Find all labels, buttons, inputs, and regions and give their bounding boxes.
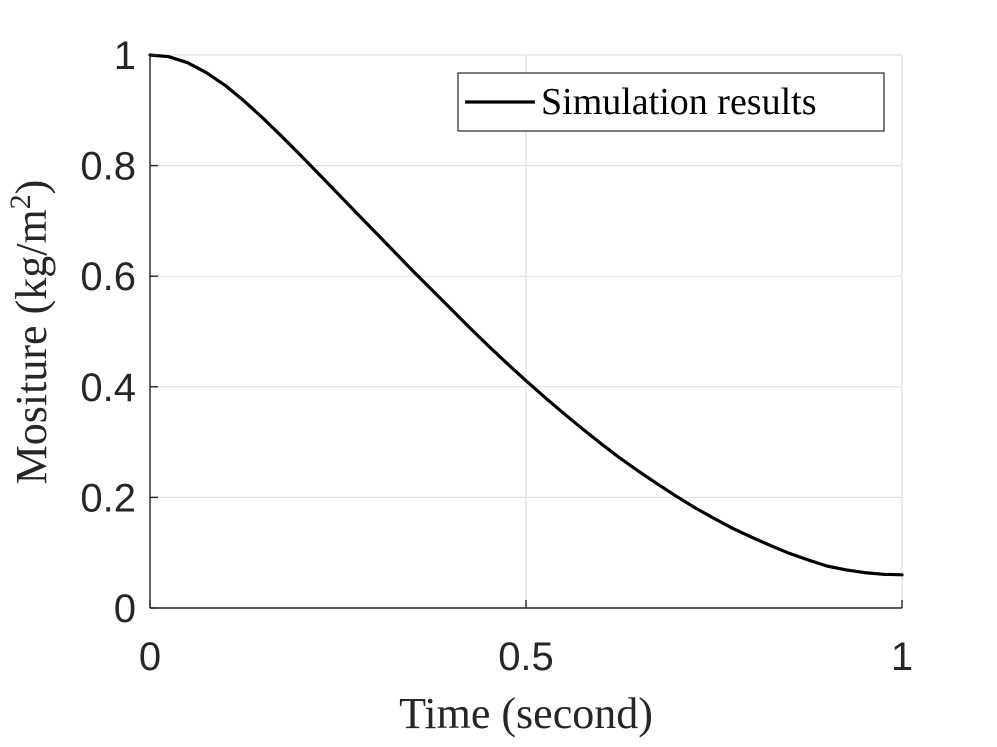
x-tick-label: 0 [139, 635, 161, 679]
y-tick-label: 0.2 [80, 476, 136, 520]
y-axis-title-main: Mositure (kg/m [7, 209, 56, 484]
y-axis-title-group: Mositure (kg/m2) [4, 180, 56, 485]
x-tick-label: 0.5 [498, 635, 554, 679]
legend: Simulation results [457, 72, 885, 132]
series-line-simulation-results [148, 53, 904, 577]
y-tick-label: 0.8 [80, 145, 136, 189]
y-tick-label: 0.6 [80, 255, 136, 299]
legend-label-simulation-results: Simulation results [541, 81, 817, 123]
y-tick-label: 0 [114, 587, 136, 631]
y-tick-label: 0.4 [80, 366, 136, 410]
y-tick-label: 1 [114, 34, 136, 78]
x-axis-title: Time (second) [399, 689, 653, 738]
y-axis-title: Mositure (kg/m2) [4, 180, 56, 485]
axis-ticks [149, 54, 903, 609]
y-axis-title-superscript: 2 [4, 194, 37, 209]
y-axis-title-suffix: ) [7, 180, 56, 195]
x-tick-label: 1 [891, 635, 913, 679]
